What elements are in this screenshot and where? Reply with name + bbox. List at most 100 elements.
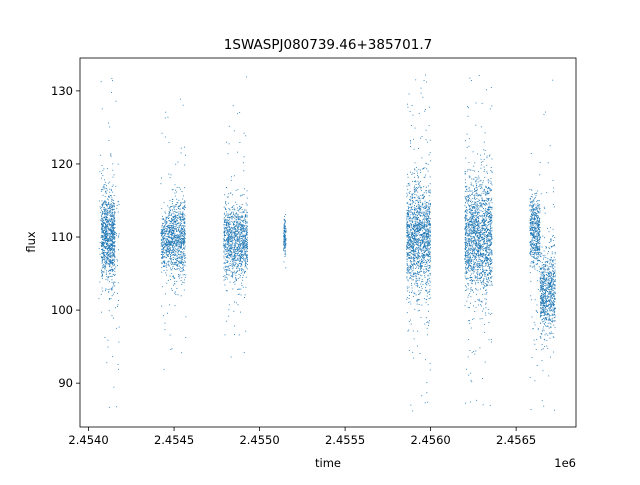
data-point [415, 275, 416, 277]
data-point [183, 208, 185, 210]
data-point [238, 240, 240, 242]
data-point [414, 255, 416, 257]
data-point [424, 220, 425, 222]
data-point [410, 258, 412, 260]
data-point [110, 202, 112, 204]
data-point [225, 271, 227, 273]
data-point [181, 253, 183, 255]
data-point [101, 188, 102, 190]
data-point [410, 239, 412, 241]
data-point [427, 208, 429, 210]
data-point [109, 248, 110, 250]
data-point [284, 231, 286, 233]
data-point [427, 275, 429, 277]
data-point [246, 244, 248, 246]
data-point [227, 229, 229, 231]
data-point [418, 294, 420, 295]
data-point [410, 219, 412, 221]
data-point [233, 250, 235, 252]
data-point [465, 189, 467, 191]
data-point [428, 211, 430, 213]
data-point [285, 239, 287, 241]
data-point [174, 227, 176, 229]
data-point [426, 279, 428, 281]
data-point [173, 230, 175, 232]
data-point [417, 230, 419, 232]
data-point [233, 227, 235, 229]
data-point [111, 263, 113, 265]
data-point [478, 255, 480, 256]
data-point [102, 259, 104, 261]
data-point [112, 247, 113, 249]
data-point [426, 240, 428, 242]
data-point [246, 254, 248, 256]
data-point [104, 213, 106, 215]
data-point [174, 257, 176, 259]
data-point [241, 264, 243, 266]
data-point [164, 263, 166, 265]
data-point [426, 190, 428, 192]
data-point [108, 265, 110, 267]
data-point [103, 168, 105, 170]
data-point [235, 278, 237, 280]
data-point [416, 222, 418, 224]
data-point [235, 240, 237, 242]
data-point [111, 204, 113, 206]
data-point [413, 201, 415, 203]
data-point [104, 268, 106, 270]
data-point [107, 212, 109, 214]
data-point [181, 261, 183, 263]
data-point [408, 220, 410, 222]
data-point [172, 262, 174, 264]
data-point [181, 231, 183, 233]
data-point [409, 301, 411, 303]
data-point [107, 224, 109, 226]
data-point [237, 258, 238, 260]
data-point [101, 225, 103, 227]
data-point [177, 265, 179, 267]
data-point [232, 243, 234, 244]
data-point [234, 234, 236, 236]
data-point [424, 206, 426, 208]
data-point [109, 224, 110, 225]
data-point [284, 219, 286, 221]
data-point [177, 217, 179, 219]
data-point [416, 217, 418, 219]
data-point [426, 233, 428, 235]
data-point [417, 240, 419, 242]
data-point [107, 254, 109, 256]
data-point [225, 218, 227, 220]
data-point [182, 263, 183, 265]
data-point [483, 278, 485, 280]
data-point [171, 221, 172, 223]
data-point [237, 240, 239, 242]
data-point [235, 201, 237, 203]
data-point [241, 212, 243, 214]
data-point [184, 215, 186, 217]
data-point [102, 229, 104, 231]
data-point [166, 222, 168, 224]
data-point [427, 209, 429, 211]
data-point [429, 212, 430, 214]
data-point [238, 334, 240, 336]
data-point [409, 236, 411, 238]
data-point [165, 242, 167, 244]
data-point [184, 265, 186, 267]
data-point [419, 214, 421, 216]
data-point [177, 243, 179, 245]
data-point [424, 212, 426, 214]
data-point [477, 228, 479, 230]
data-point [182, 235, 183, 237]
data-point [240, 217, 242, 219]
data-point [239, 239, 241, 241]
data-point [234, 265, 236, 267]
data-point [113, 254, 115, 256]
data-point [421, 197, 423, 199]
data-point [411, 236, 413, 238]
data-point [478, 219, 479, 221]
data-point [163, 218, 165, 220]
data-point [113, 241, 115, 243]
data-point [428, 260, 430, 262]
data-point [468, 223, 470, 225]
data-point [235, 263, 237, 265]
